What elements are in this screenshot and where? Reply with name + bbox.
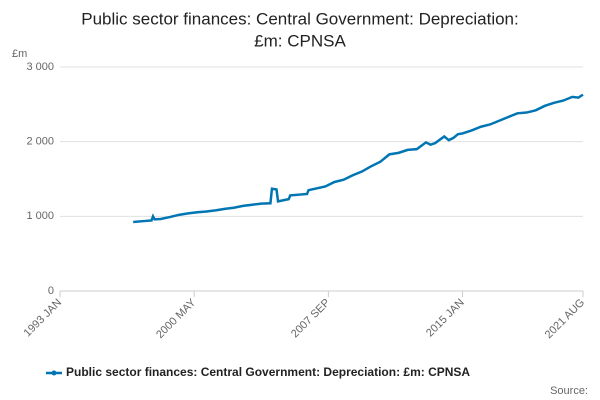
x-tick-label: 2007 SEP — [289, 297, 333, 341]
y-tick-label: 1 000 — [26, 210, 54, 222]
legend-marker — [51, 370, 57, 376]
y-axis-label: £m — [12, 48, 27, 60]
chart-title: Public sector finances: Central Governme… — [81, 9, 518, 28]
data-line — [133, 93, 584, 224]
x-tick-label: 2021 AUG — [543, 297, 587, 341]
y-tick-label: 3 000 — [26, 61, 54, 73]
x-tick-label: 1993 JAN — [22, 297, 65, 340]
x-tick-label: 2000 MAY — [154, 296, 199, 341]
legend-label: Public sector finances: Central Governme… — [66, 365, 470, 379]
x-tick-label: 2015 JAN — [424, 297, 467, 340]
chart-subtitle: £m: CPNSA — [254, 31, 346, 50]
y-tick-label: 0 — [48, 285, 54, 297]
y-tick-label: 2 000 — [26, 136, 54, 148]
source: Source: — [550, 385, 588, 397]
